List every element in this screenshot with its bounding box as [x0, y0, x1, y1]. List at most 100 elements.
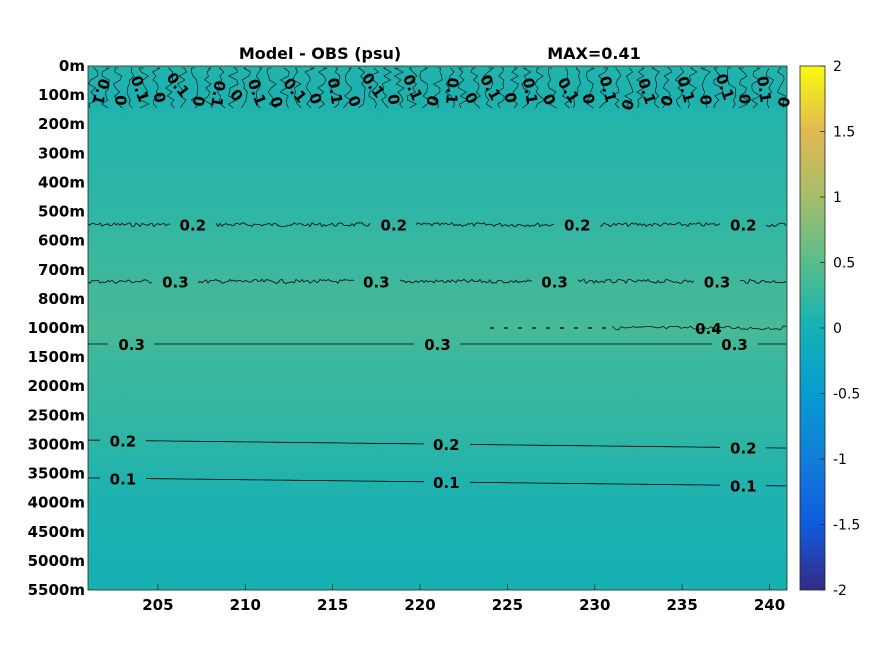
surface-contour	[444, 67, 455, 109]
surface-contour	[674, 67, 684, 109]
surface-contour	[432, 67, 443, 109]
colorbar-tick-label: -0.5	[833, 387, 860, 403]
contour-label: 0.2	[730, 440, 757, 458]
surface-contour-noise: 0.100.100.10 0.100.100.100.100.100.10 0.10…	[88, 67, 793, 112]
surface-contour-label: 0	[422, 94, 442, 109]
surface-contour-label: 0.1	[324, 77, 346, 106]
surface-contour	[521, 67, 532, 109]
surface-contour	[457, 67, 469, 109]
contour-line	[399, 278, 533, 284]
surface-contour	[113, 67, 123, 109]
y-axis: 0m 100m 200m 300m 400m 500m 600m 700m 800m 1000m 1…	[28, 57, 85, 599]
surface-contour	[88, 67, 99, 109]
y-tick-label: 5000m	[28, 552, 85, 570]
surface-contour	[650, 67, 660, 109]
colorbar-tick-label: 1.5	[833, 125, 855, 141]
y-tick-label: 400m	[38, 173, 85, 191]
contour-label: 0.4	[695, 320, 722, 338]
x-tick-label: 225	[492, 596, 523, 614]
y-tick-label: 5500m	[28, 581, 85, 599]
surface-contour-label: 0	[189, 95, 208, 108]
colorbar-axis: 2 1.5 1 0.5 0 -0.5 -1 -1.5 -2	[820, 59, 860, 599]
contour-label: 0.3	[704, 273, 731, 291]
contour-label: 0.3	[118, 336, 145, 354]
surface-contour	[381, 67, 392, 109]
y-tick-label: 100m	[38, 86, 85, 104]
contour-labels: 0.2 0.2 0.2 0.20.3 0.3 0.3 0.30.3 0.3 0.30.40.2 0…	[110, 217, 757, 496]
contour-label: 0.3	[363, 273, 390, 291]
surface-contour-label: 0	[735, 94, 753, 104]
y-tick-label: 300m	[38, 144, 85, 162]
surface-contour	[547, 67, 557, 109]
surface-contour	[127, 67, 135, 109]
surface-contour	[636, 67, 646, 109]
surface-contour	[687, 67, 698, 109]
surface-contour	[727, 67, 737, 109]
y-tick-label: 2000m	[28, 377, 85, 395]
y-tick-label: 1000m	[28, 319, 85, 337]
surface-contour-label: 0.1	[753, 75, 775, 104]
surface-contour	[470, 67, 481, 109]
surface-contour	[662, 67, 673, 109]
surface-contour	[292, 67, 302, 109]
x-tick-label: 210	[230, 596, 261, 614]
heatmap-field	[88, 66, 787, 590]
surface-contour	[279, 67, 290, 109]
contour-line	[197, 278, 355, 284]
contour-line	[215, 222, 371, 228]
y-tick-label: 2500m	[28, 406, 85, 424]
surface-contour	[534, 67, 545, 109]
surface-contour-label: 0	[384, 93, 403, 106]
surface-contour	[266, 67, 277, 109]
contour-line	[87, 222, 170, 228]
x-tick-label: 220	[404, 596, 435, 614]
colorbar-tick-label: 2	[833, 59, 842, 75]
colorbar-tick-label: 1	[833, 190, 842, 206]
x-tick-label: 205	[142, 596, 173, 614]
plot-frame	[87, 65, 788, 591]
surface-contour	[343, 67, 353, 109]
surface-contour-label: 0	[501, 91, 521, 105]
surface-contour	[101, 67, 110, 109]
surface-contour	[177, 67, 188, 109]
contour-label: 0.2	[433, 436, 460, 454]
colorbar-tick-label: 0	[833, 321, 842, 337]
surface-contour	[483, 67, 495, 109]
contour-line	[145, 440, 424, 445]
max-label: MAX=0.41	[547, 44, 641, 63]
surface-contour	[419, 67, 429, 109]
y-tick-label: 600m	[38, 232, 85, 250]
surface-contour-label: 0	[774, 96, 793, 109]
x-tick-label: 240	[754, 596, 785, 614]
surface-contour	[138, 67, 150, 109]
surface-contour	[407, 67, 418, 109]
contour-lines	[87, 222, 787, 487]
surface-contour	[700, 67, 711, 109]
surface-contour-label: 0	[696, 94, 715, 105]
y-tick-label: 800m	[38, 290, 85, 308]
y-tick-label: 4500m	[28, 523, 85, 541]
contour-label: 0.3	[541, 273, 568, 291]
contour-label: 0.1	[110, 470, 137, 488]
contour-line	[470, 481, 721, 486]
surface-contour	[203, 67, 213, 109]
contour-label: 0.2	[110, 432, 137, 450]
contour-line	[577, 278, 695, 285]
x-axis: 205 210 215 220 225 230 235 240	[142, 584, 785, 614]
contour-label: 0.2	[730, 217, 757, 235]
contour-label: 0.2	[381, 217, 408, 235]
contour-line	[87, 279, 153, 284]
surface-contour	[152, 67, 162, 109]
surface-contour	[330, 67, 341, 109]
contour-label: 0.2	[180, 217, 207, 235]
contour-line	[469, 444, 720, 448]
colorbar-tick-label: -2	[833, 583, 847, 599]
contour-line	[765, 222, 787, 227]
surface-contour	[255, 67, 263, 109]
surface-contour	[190, 67, 200, 109]
colorbar-tick-label: 0.5	[833, 256, 855, 272]
surface-contour	[496, 67, 505, 109]
surface-contour	[713, 67, 724, 109]
contour-line	[599, 222, 721, 228]
surface-contour	[750, 67, 762, 109]
